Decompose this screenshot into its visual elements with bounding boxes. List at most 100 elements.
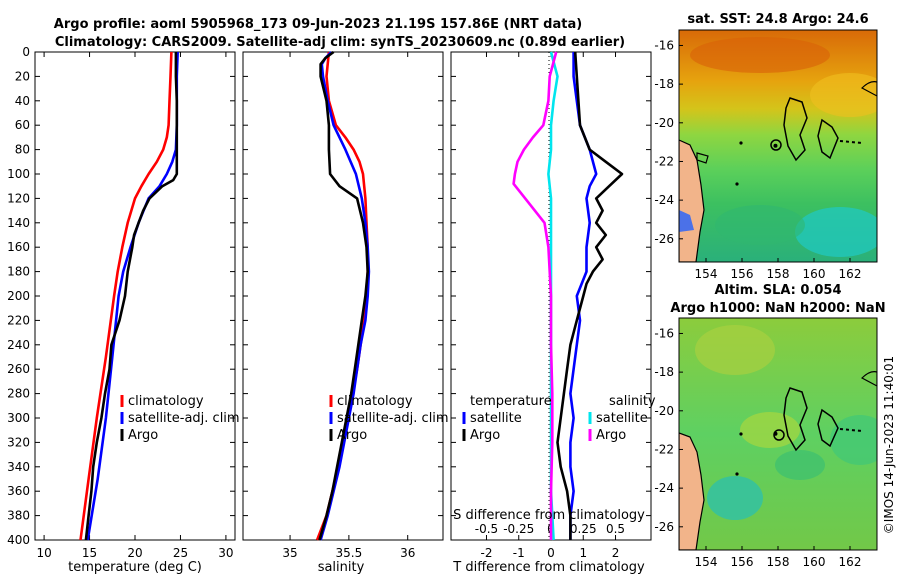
s-difference-xlabel: S difference from climatology	[453, 508, 645, 523]
y-tick-label: 360	[7, 484, 30, 498]
sla-map-title: Altim. SLA: 0.054	[715, 283, 842, 298]
islet-marker	[739, 432, 743, 436]
title-line-2: Climatology: CARS2009. Satellite-adj cli…	[55, 35, 625, 50]
salinity-series	[315, 50, 371, 541]
y-tick-label: 20	[15, 69, 30, 83]
legend-label-argo: Argo	[337, 428, 367, 443]
argo-profile-location	[773, 143, 778, 148]
reef-outline	[817, 118, 839, 160]
sst-map-title: sat. SST: 24.8 Argo: 24.6	[687, 12, 868, 27]
reef-outline	[817, 408, 839, 448]
lat-tick-label: -26	[654, 520, 674, 534]
lat-tick-label: -16	[654, 326, 674, 340]
lat-tick-label: -24	[654, 193, 674, 207]
australia-coast	[679, 432, 705, 550]
sst-warm-patch	[690, 37, 830, 73]
sla-low-patch	[775, 450, 825, 480]
lon-tick-label: 156	[731, 555, 754, 569]
series-line-climatology	[315, 51, 369, 541]
imos-timestamp: ©IMOS 14-Jun-2023 11:40:01	[882, 356, 896, 534]
y-tick-label: 140	[7, 216, 30, 230]
difference-legend: temperature satellite Argo salinity sate…	[462, 394, 656, 443]
legend-label-climatology: climatology	[128, 394, 204, 409]
reef-outline	[696, 152, 709, 164]
t-difference-xlabel: T difference from climatology	[452, 560, 645, 575]
sst-lat-tick-labels: -16 -18 -20 -22 -24 -26	[654, 38, 683, 246]
australia-coast	[679, 139, 705, 262]
lon-tick-label: 162	[839, 267, 862, 281]
sst-lon-tick-labels: 154 156 158 160 162	[695, 258, 862, 281]
y-tick-label: 180	[7, 265, 30, 279]
lat-tick-label: -18	[654, 365, 674, 379]
x-tick-label: 35	[282, 546, 297, 560]
sst-cool-patch	[795, 207, 877, 257]
y-tick-label: 380	[7, 509, 30, 523]
y-tick-label: 80	[15, 143, 30, 157]
x-tick-label: 20	[127, 546, 142, 560]
lon-tick-label: 158	[767, 267, 790, 281]
x-tick-label: -2	[480, 546, 492, 560]
lat-tick-label: -20	[654, 116, 674, 130]
x-tick-label: 10	[36, 546, 51, 560]
sla-low-patch	[830, 415, 877, 465]
lat-tick-label: -26	[654, 232, 674, 246]
lat-tick-label: -18	[654, 77, 674, 91]
islet-marker	[735, 472, 739, 476]
lon-tick-label: 162	[839, 555, 862, 569]
temperature-panel: 0204060801001201401601802002202402602803…	[7, 45, 651, 575]
y-tick-label: 200	[7, 289, 30, 303]
y-tick-label: 220	[7, 313, 30, 327]
legend-label-t-satellite: satellite	[470, 411, 522, 426]
series-line-climatology	[79, 51, 173, 541]
y-tick-label: 340	[7, 460, 30, 474]
legend-label-s-argo: Argo	[596, 428, 626, 443]
sla-high-patch	[695, 325, 775, 375]
x-tick-label: 2	[612, 546, 620, 560]
temperature-xlabel: temperature (deg C)	[68, 560, 202, 575]
depth-tick-labels: 0 20 40 60 80 100 120 140 160 180 200 220 240 260 280 3…	[7, 45, 651, 547]
sla-lon-tick-labels: 154 156 158 160 162	[695, 546, 862, 569]
reef-outline	[861, 371, 877, 387]
s-diff-tick-label: 0.25	[570, 522, 597, 536]
temperature-tick-labels: 10 15 20 25 30	[36, 52, 234, 560]
x-tick-label: 0	[547, 546, 555, 560]
reef-outline	[783, 387, 808, 452]
y-tick-label: 320	[7, 435, 30, 449]
y-tick-label: 300	[7, 411, 30, 425]
sla-lat-tick-labels: -16 -18 -20 -22 -24 -26	[654, 326, 683, 534]
temperature-legend: climatology satellite-adj. clim Argo	[120, 394, 240, 443]
x-tick-label: -1	[513, 546, 525, 560]
s-diff-tick-label: -0.5	[475, 522, 498, 536]
sst-warm-patch	[810, 73, 877, 117]
x-tick-label: 25	[173, 546, 188, 560]
x-tick-label: 1	[579, 546, 587, 560]
y-tick-label: 40	[15, 94, 30, 108]
y-tick-label: 0	[22, 45, 30, 59]
difference-series	[512, 51, 624, 541]
lat-tick-label: -24	[654, 481, 674, 495]
salinity-axes-box	[242, 51, 444, 541]
reef-outline	[861, 81, 877, 97]
x-tick-label: 30	[218, 546, 233, 560]
temperature-axes-box	[34, 51, 236, 541]
reef-outline	[839, 428, 863, 432]
legend-label-climatology: climatology	[337, 394, 413, 409]
legend-label-satellite-adj: satellite-adj. clim	[337, 411, 449, 426]
y-tick-label: 240	[7, 338, 30, 352]
s-diff-tick-label: 0.5	[606, 522, 625, 536]
sla-map-panel: Altim. SLA: 0.054 Argo h1000: NaN h2000:…	[654, 283, 885, 569]
islet-marker	[735, 182, 739, 186]
y-tick-label: 260	[7, 362, 30, 376]
x-tick-label: 15	[82, 546, 97, 560]
title-line-1: Argo profile: aoml 5905968_173 09-Jun-20…	[54, 17, 582, 32]
reef-outline	[839, 140, 863, 144]
sst-map-panel: sat. SST: 24.8 Argo: 24.6 -16 -18 -20 -22 -2…	[654, 12, 878, 281]
legend-label-s-satellite: satellite	[596, 411, 648, 426]
lat-tick-label: -22	[654, 442, 674, 456]
lon-tick-label: 156	[731, 267, 754, 281]
lon-tick-label: 158	[767, 555, 790, 569]
sla-map-field	[679, 318, 877, 550]
difference-panel: -2 -1 0 1 2 -0.5 -0.25 0 0.25 0.5 S difference f…	[450, 51, 656, 575]
x-tick-label: 36	[400, 546, 415, 560]
